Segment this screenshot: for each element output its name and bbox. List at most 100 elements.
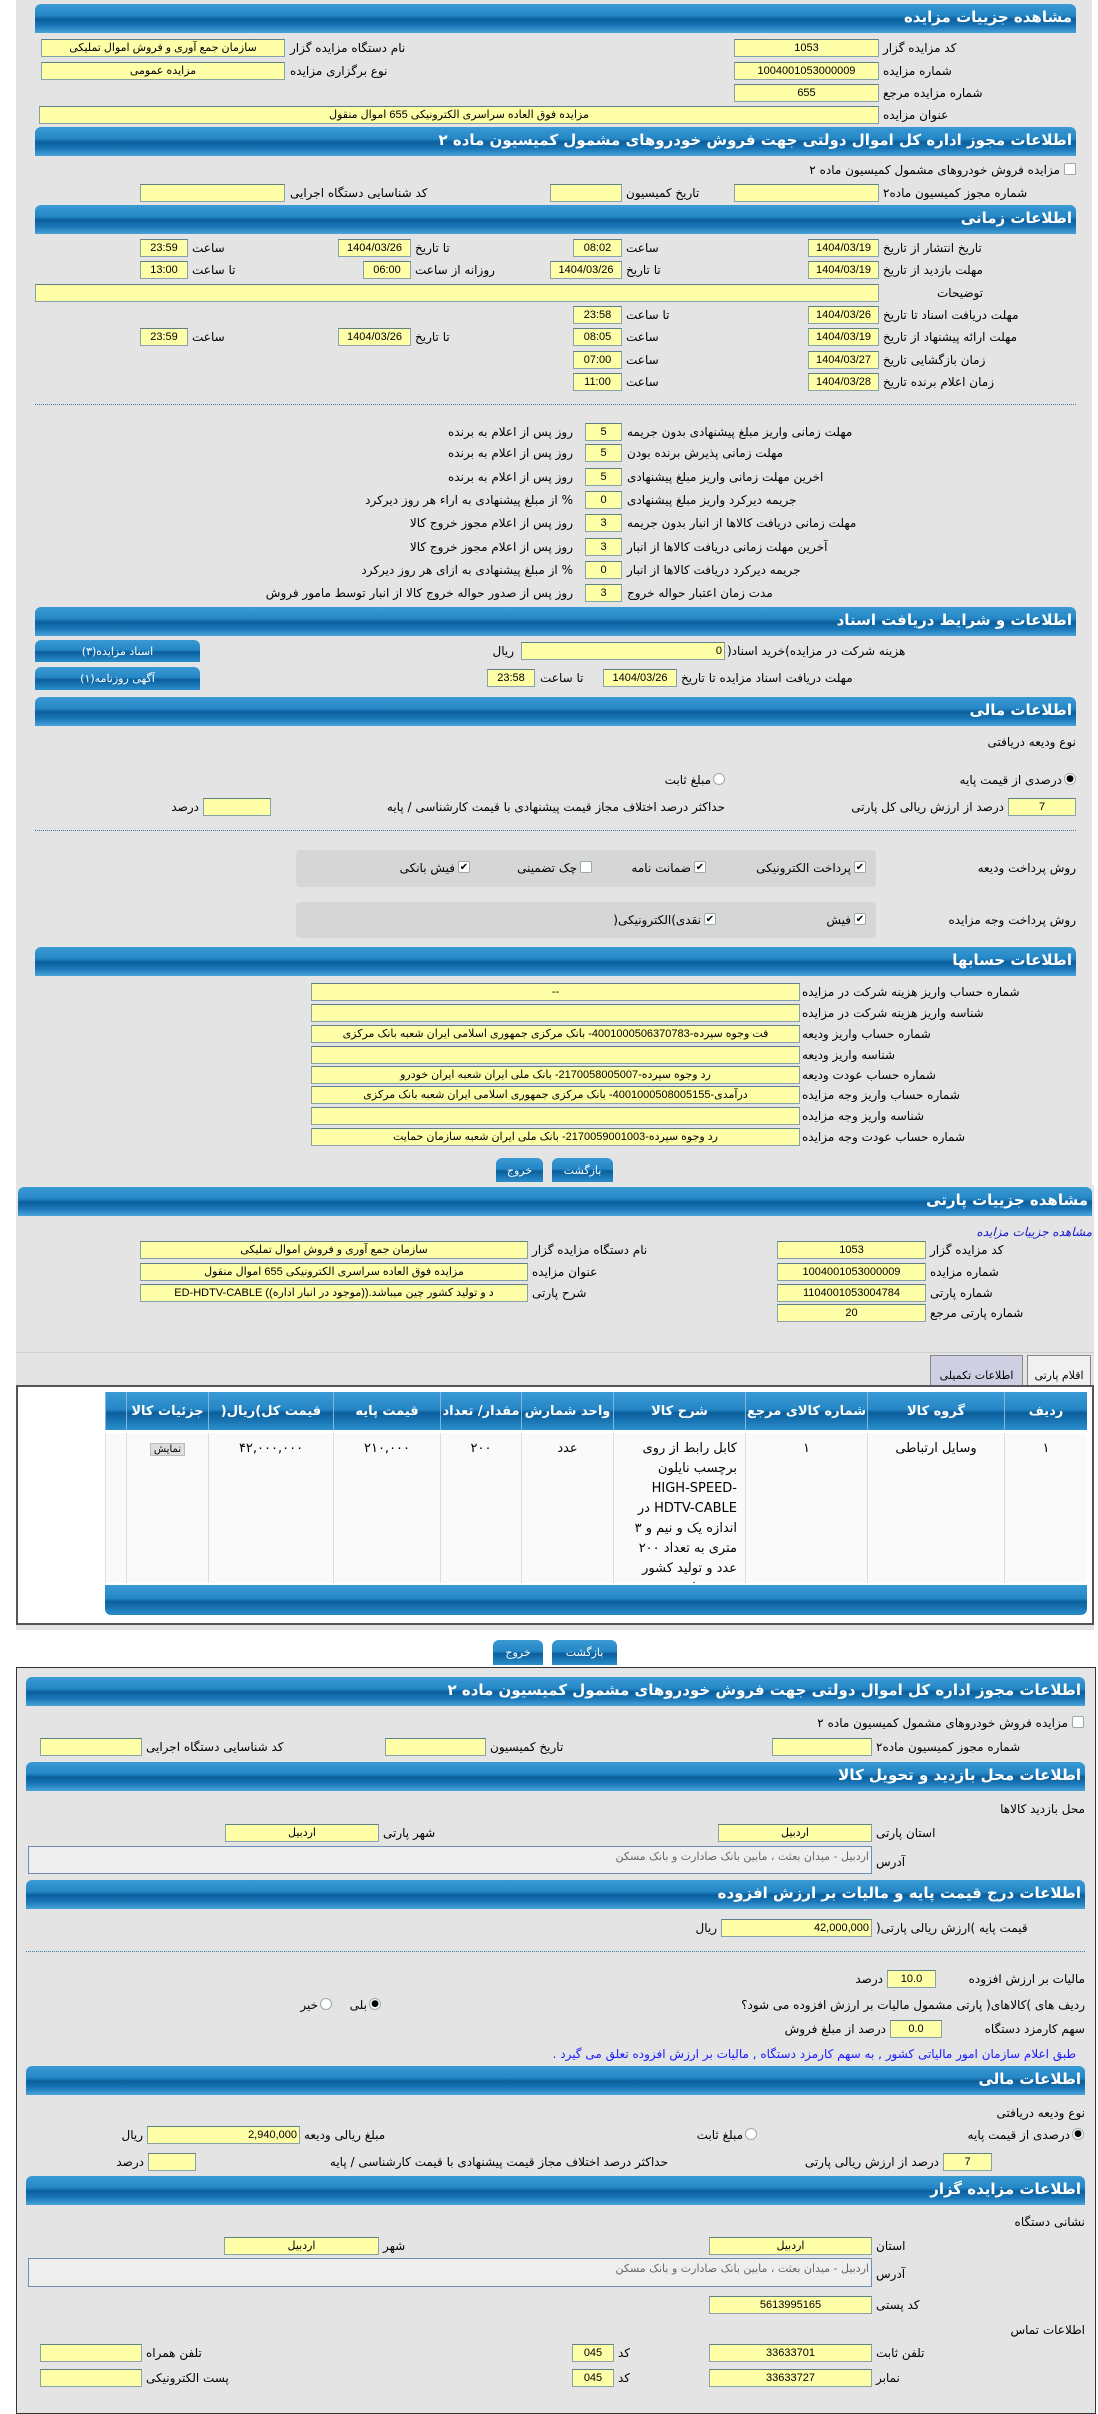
commission-date-field[interactable] xyxy=(385,1738,486,1756)
visit-to-date-field[interactable]: 1404/03/26 xyxy=(550,261,622,279)
lot-deposit-fixed-radio[interactable] xyxy=(745,2128,757,2140)
auction-code-field[interactable]: 1053 xyxy=(734,39,879,57)
vat-no-radio[interactable] xyxy=(320,1998,332,2010)
0-value-field[interactable]: 5 xyxy=(585,423,622,441)
documents-fee-field[interactable]: 0 xyxy=(521,642,725,660)
vat-vat-field[interactable]: 10.0 xyxy=(887,1970,936,1988)
commission-permit-field[interactable] xyxy=(734,184,879,202)
lot-number-field[interactable]: 1004001053000009 xyxy=(777,1263,926,1281)
publish-to-date-field[interactable]: 1404/03/26 xyxy=(338,239,411,257)
deposit-percent-radio[interactable]: ● xyxy=(1064,773,1076,785)
show-details-button[interactable]: نمایش xyxy=(149,1443,186,1456)
visit-daily-to-field[interactable]: 13:00 xyxy=(140,261,188,279)
auctioneer-fax-code-field[interactable]: 045 xyxy=(572,2369,614,2387)
deposit-method-1-checkbox[interactable]: ✔ xyxy=(694,861,706,873)
winner-time-field[interactable]: 11:00 xyxy=(573,373,622,391)
7-value-field[interactable]: رد وجوه سپرده-2170059001003- بانک ملی ای… xyxy=(311,1128,800,1146)
timing-notes-field[interactable] xyxy=(35,284,879,302)
docs-date-field[interactable]: 1404/03/26 xyxy=(808,306,879,324)
newspaper-ad-button[interactable]: آگهی روزنامه(۱) xyxy=(35,667,200,690)
lot-org-field[interactable]: سازمان جمع آوری و فروش اموال تملیکی xyxy=(140,1241,528,1259)
auctioneer-address-textarea[interactable]: اردبیل - میدان بعثت ، مابین بانک صادارت … xyxy=(28,2258,872,2287)
auctioneer-city-field[interactable]: اردبیل xyxy=(224,2237,379,2255)
6-value-field[interactable] xyxy=(311,1107,800,1125)
visit-address-textarea[interactable]: اردبیل - میدان بعثت ، مابین بانک صادارت … xyxy=(28,1846,872,1874)
offer-to-time-field[interactable]: 23:59 xyxy=(140,328,188,346)
offer-from-date-field[interactable]: 1404/03/19 xyxy=(808,328,879,346)
vat-base-field[interactable]: 42,000,000 xyxy=(721,1919,872,1937)
lot-commission-2-checkbox[interactable] xyxy=(1072,1716,1084,1728)
back-button[interactable]: بازگشت xyxy=(552,1640,617,1665)
tab-lot-items[interactable]: اقلام پارتی xyxy=(1027,1355,1091,1385)
5-value-field[interactable]: 3 xyxy=(585,538,622,556)
commission-2-checkbox[interactable] xyxy=(1064,163,1076,175)
visit-province-field[interactable]: اردبیل xyxy=(718,1824,872,1842)
publish-to-time-field[interactable]: 23:59 xyxy=(140,239,188,257)
7-value-field[interactable]: 3 xyxy=(585,584,622,602)
auction-documents-button[interactable]: اسناد مزایده(۳) xyxy=(35,640,200,662)
commission-permit-field[interactable] xyxy=(772,1738,872,1756)
2-value-field[interactable]: 5 xyxy=(585,468,622,486)
publish-from-date-field[interactable]: 1404/03/19 xyxy=(808,239,879,257)
opening-time-field[interactable]: 07:00 xyxy=(573,351,622,369)
deposit-method-0-checkbox[interactable]: ✔ xyxy=(854,861,866,873)
payment-method-1-checkbox[interactable]: ✔ xyxy=(704,913,716,925)
lot-code-field[interactable]: 1053 xyxy=(777,1241,926,1259)
opening-date-field[interactable]: 1404/03/27 xyxy=(808,351,879,369)
deposit-method-3-checkbox[interactable]: ✔ xyxy=(458,861,470,873)
auction-auction-title-field[interactable]: مزایده فوق العاده سراسری الکترونیکی 655 … xyxy=(39,106,879,124)
financial-deposit-amount-field[interactable]: 2,940,000 xyxy=(147,2126,300,2144)
1-value-field[interactable] xyxy=(311,1004,800,1022)
back-button[interactable]: بازگشت xyxy=(552,1158,613,1182)
commission-exec-field[interactable] xyxy=(140,184,285,202)
auctioneer-mobile-field[interactable] xyxy=(40,2344,142,2362)
publish-from-time-field[interactable]: 08:02 xyxy=(573,239,622,257)
financial-max-diff-field[interactable] xyxy=(148,2153,196,2171)
financial-percent-field[interactable]: 7 xyxy=(1008,798,1076,816)
auction-ref-field[interactable]: 655 xyxy=(734,84,879,102)
commission-date-field[interactable] xyxy=(550,184,622,202)
vat-yes-radio[interactable]: ● xyxy=(369,1998,381,2010)
auctioneer-phone-field[interactable]: 33633701 xyxy=(709,2344,872,2362)
lot-auction-title-field[interactable]: مزایده فوق العاده سراسری الکترونیکی 655 … xyxy=(140,1263,528,1281)
docs-time-field[interactable]: 23:58 xyxy=(573,306,622,324)
documents-deadline-date-field[interactable]: 1404/03/26 xyxy=(603,669,677,687)
offer-from-time-field[interactable]: 08:05 xyxy=(573,328,622,346)
exit-button[interactable]: خروج xyxy=(493,1640,543,1665)
auction-number-field[interactable]: 1004001053000009 xyxy=(734,62,879,80)
deposit-fixed-radio[interactable] xyxy=(713,773,725,785)
tab-extra-info[interactable]: اطلاعات تکمیلی xyxy=(930,1355,1023,1385)
offer-to-date-field[interactable]: 1404/03/26 xyxy=(338,328,411,346)
lot-lot-ref-field[interactable]: 20 xyxy=(777,1304,926,1322)
5-value-field[interactable]: درآمدی-4001000508005155- بانک مرکزی جمهو… xyxy=(311,1086,800,1104)
3-value-field[interactable]: 0 xyxy=(585,491,622,509)
4-value-field[interactable]: رد وجوه سپرده-2170058005007- بانک ملی ای… xyxy=(311,1066,800,1084)
6-value-field[interactable]: 0 xyxy=(585,561,622,579)
visit-city-field[interactable]: اردبیل xyxy=(225,1824,379,1842)
auction-org-field[interactable]: سازمان جمع آوری و فروش اموال تملیکی xyxy=(41,39,285,57)
0-value-field[interactable]: -- xyxy=(311,983,800,1001)
auction-type-field[interactable]: مزایده عمومی xyxy=(41,62,285,80)
financial-percent-field[interactable]: 7 xyxy=(943,2153,992,2171)
commission-exec-field[interactable] xyxy=(40,1738,142,1756)
auctioneer-phone-code-field[interactable]: 045 xyxy=(572,2344,614,2362)
2-value-field[interactable]: فت وجوه سپرده-4001000506370783- بانک مرک… xyxy=(311,1025,800,1043)
vat-fee-field[interactable]: 0.0 xyxy=(890,2020,942,2038)
visit-from-date-field[interactable]: 1404/03/19 xyxy=(808,261,879,279)
1-value-field[interactable]: 5 xyxy=(585,444,622,462)
auction-details-link[interactable]: مشاهده جزییات مزایده xyxy=(976,1225,1092,1239)
financial-max-diff-field[interactable] xyxy=(203,798,271,816)
lot-deposit-percent-radio[interactable]: ● xyxy=(1072,2128,1084,2140)
visit-daily-from-field[interactable]: 06:00 xyxy=(363,261,411,279)
auctioneer-province-field[interactable]: اردبیل xyxy=(709,2237,872,2255)
documents-deadline-time-field[interactable]: 23:58 xyxy=(487,669,535,687)
auctioneer-fax-field[interactable]: 33633727 xyxy=(709,2369,872,2387)
4-value-field[interactable]: 3 xyxy=(585,514,622,532)
payment-method-0-checkbox[interactable]: ✔ xyxy=(854,913,866,925)
auctioneer-email-field[interactable] xyxy=(40,2369,142,2387)
3-value-field[interactable] xyxy=(311,1046,800,1064)
auctioneer-postal-field[interactable]: 5613995165 xyxy=(709,2296,872,2314)
lot-desc-field[interactable]: د و تولید کشور چین میباشد.((موجود در انب… xyxy=(140,1284,528,1302)
deposit-method-2-checkbox[interactable] xyxy=(580,861,592,873)
exit-button[interactable]: خروج xyxy=(496,1158,543,1182)
